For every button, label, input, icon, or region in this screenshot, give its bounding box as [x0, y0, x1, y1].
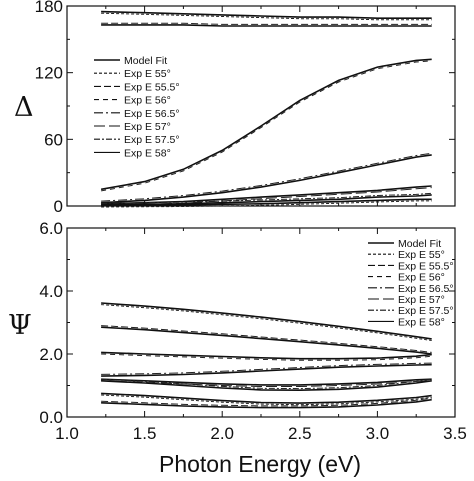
- delta-legend-label: Exp E 56.5°: [124, 108, 180, 120]
- delta-legend-label: Model Fit: [124, 55, 167, 67]
- psi-exp-line: [101, 325, 432, 353]
- delta-legend-label: Exp E 58°: [124, 147, 171, 159]
- delta-exp-line: [101, 12, 432, 21]
- psi-x-tick-label: 2.5: [288, 424, 312, 443]
- psi-lines: [101, 302, 432, 409]
- psi-panel: 0.0 2.0 4.0 6.0 1.0 1.5 2.0 2.5 3.0 3.5 Model Fit…: [8, 219, 467, 477]
- psi-exp-line: [101, 380, 432, 387]
- psi-legend-label: Exp E 55°: [398, 249, 445, 261]
- psi-legend-label: Exp E 57.5°: [398, 305, 454, 317]
- psi-y-tick-label: 6.0: [39, 219, 63, 238]
- delta-y-tick-label: 0: [54, 197, 63, 216]
- psi-legend-label: Exp E 56°: [398, 272, 445, 284]
- psi-model-fit-line: [101, 378, 432, 386]
- delta-ticks: 0 60 120 180: [35, 0, 456, 216]
- psi-exp-line: [101, 362, 432, 375]
- psi-exp-line: [101, 394, 432, 406]
- psi-x-tick-label: 3.5: [443, 424, 467, 443]
- x-axis-label: Photon Energy (eV): [159, 451, 361, 477]
- psi-exp-line: [101, 304, 432, 341]
- psi-axis-label: Ψ: [8, 310, 32, 341]
- psi-model-fit-line: [101, 363, 432, 377]
- psi-x-tick-label: 1.5: [133, 424, 157, 443]
- delta-model-fit-line: [101, 154, 432, 204]
- delta-exp-line: [101, 192, 432, 204]
- psi-exp-line: [101, 397, 432, 407]
- delta-exp-line: [101, 200, 432, 208]
- delta-legend-label: Exp E 55.5°: [124, 81, 180, 93]
- delta-model-fit-line: [101, 10, 432, 20]
- delta-legend-label: Exp E 57.5°: [124, 134, 180, 146]
- psi-ticks: 0.0 2.0 4.0 6.0 1.0 1.5 2.0 2.5 3.0 3.5: [39, 219, 466, 443]
- psi-model-fit-line: [101, 392, 432, 404]
- psi-y-tick-label: 0.0: [39, 408, 63, 427]
- psi-x-tick-label: 3.0: [366, 424, 390, 443]
- delta-exp-line: [101, 152, 432, 202]
- psi-model-fit-line: [101, 380, 432, 392]
- psi-legend-label: Exp E 57°: [398, 294, 445, 306]
- delta-y-tick-label: 180: [35, 0, 63, 16]
- delta-model-fit-line: [100, 58, 432, 191]
- psi-x-tick-label: 2.0: [210, 424, 234, 443]
- delta-y-tick-label: 120: [35, 64, 63, 83]
- delta-exp-line: [101, 22, 432, 25]
- psi-x-tick-label: 1.0: [55, 424, 79, 443]
- psi-y-tick-label: 4.0: [39, 282, 63, 301]
- delta-model-fit-line: [101, 194, 432, 206]
- delta-axis-label: Δ: [14, 92, 34, 123]
- psi-model-fit-line: [101, 302, 432, 340]
- delta-legend-label: Exp E 57°: [124, 121, 171, 133]
- delta-lines: [100, 10, 432, 208]
- delta-model-fit-line: [101, 198, 432, 207]
- psi-model-fit-line: [101, 351, 432, 360]
- delta-y-tick-label: 60: [44, 130, 63, 149]
- psi-exp-line: [101, 378, 432, 390]
- psi-legend-label: Model Fit: [398, 238, 441, 250]
- delta-model-fit-line: [101, 24, 432, 27]
- delta-legend-label: Exp E 55°: [124, 68, 171, 80]
- psi-legend-label: Exp E 56.5°: [398, 283, 454, 295]
- delta-legend-label: Exp E 56°: [124, 95, 171, 107]
- psi-legend-label: Exp E 58°: [398, 316, 445, 328]
- psi-y-tick-label: 2.0: [39, 345, 63, 364]
- psi-model-fit-line: [101, 326, 432, 355]
- delta-exp-line: [101, 60, 432, 192]
- psi-legend-label: Exp E 55.5°: [398, 260, 454, 272]
- psi-model-fit-line: [101, 398, 432, 409]
